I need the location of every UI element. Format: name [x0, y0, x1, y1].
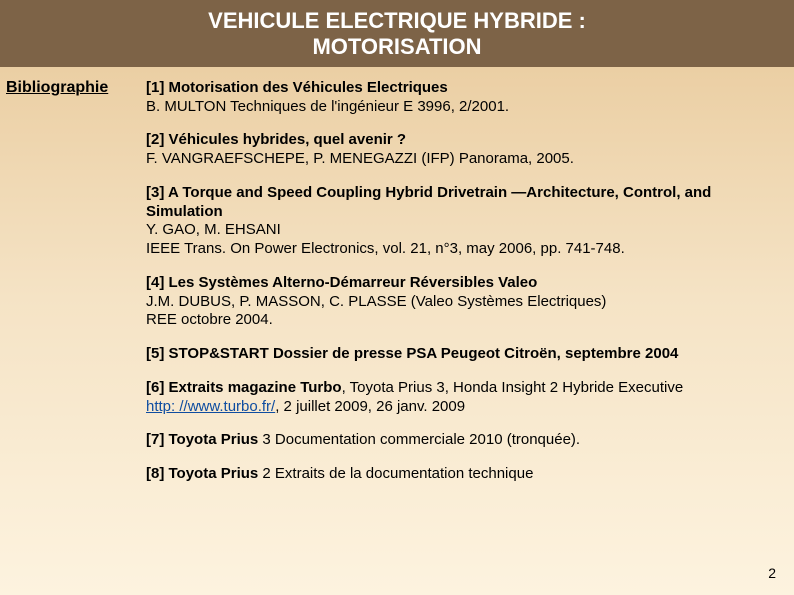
bibliography-list: [1] Motorisation des Véhicules Electriqu…: [146, 79, 784, 499]
ref-4: [4] Les Systèmes Alterno-Démarreur Réver…: [146, 274, 784, 330]
ref-line2: http: //www.turbo.fr/, 2 juillet 2009, 2…: [146, 398, 784, 417]
ref-8: [8] Toyota Prius 2 Extraits de la docume…: [146, 465, 784, 484]
turbo-link[interactable]: http: //www.turbo.fr/: [146, 398, 275, 415]
slide-header: VEHICULE ELECTRIQUE HYBRIDE : MOTORISATI…: [0, 0, 794, 67]
header-line1: VEHICULE ELECTRIQUE HYBRIDE :: [0, 8, 794, 34]
ref-title-prefix: [8] Toyota Prius: [146, 465, 258, 482]
ref-title: [4] Les Systèmes Alterno-Démarreur Réver…: [146, 274, 784, 293]
ref-body-rest: , 2 juillet 2009, 26 janv. 2009: [275, 398, 465, 415]
ref-title-prefix: [7] Toyota Prius: [146, 431, 258, 448]
ref-body: Y. GAO, M. EHSANI IEEE Trans. On Power E…: [146, 221, 784, 259]
ref-3: [3] A Torque and Speed Coupling Hybrid D…: [146, 184, 784, 259]
header-line2: MOTORISATION: [0, 34, 794, 60]
ref-title: [3] A Torque and Speed Coupling Hybrid D…: [146, 184, 784, 222]
ref-1: [1] Motorisation des Véhicules Electriqu…: [146, 79, 784, 117]
ref-body: B. MULTON Techniques de l'ingénieur E 39…: [146, 98, 784, 117]
page-number: 2: [768, 565, 776, 581]
ref-5: [5] STOP&START Dossier de presse PSA Peu…: [146, 345, 784, 364]
ref-title: [5] STOP&START Dossier de presse PSA Peu…: [146, 345, 784, 364]
ref-title: [1] Motorisation des Véhicules Electriqu…: [146, 79, 784, 98]
ref-line1: [6] Extraits magazine Turbo, Toyota Priu…: [146, 379, 784, 398]
ref-title-rest: , Toyota Prius 3, Honda Insight 2 Hybrid…: [342, 379, 684, 396]
ref-title-prefix: [6] Extraits magazine Turbo: [146, 379, 342, 396]
section-label: Bibliographie: [6, 79, 146, 499]
ref-body-inline: 2 Extraits de la documentation technique: [258, 465, 533, 482]
ref-body-inline: 3 Documentation commerciale 2010 (tronqu…: [258, 431, 580, 448]
ref-6: [6] Extraits magazine Turbo, Toyota Priu…: [146, 379, 784, 417]
ref-body: J.M. DUBUS, P. MASSON, C. PLASSE (Valeo …: [146, 293, 784, 331]
ref-title: [2] Véhicules hybrides, quel avenir ?: [146, 131, 784, 150]
ref-7: [7] Toyota Prius 3 Documentation commerc…: [146, 431, 784, 450]
content-area: Bibliographie [1] Motorisation des Véhic…: [0, 67, 794, 499]
ref-2: [2] Véhicules hybrides, quel avenir ? F.…: [146, 131, 784, 169]
ref-body: F. VANGRAEFSCHEPE, P. MENEGAZZI (IFP) Pa…: [146, 150, 784, 169]
